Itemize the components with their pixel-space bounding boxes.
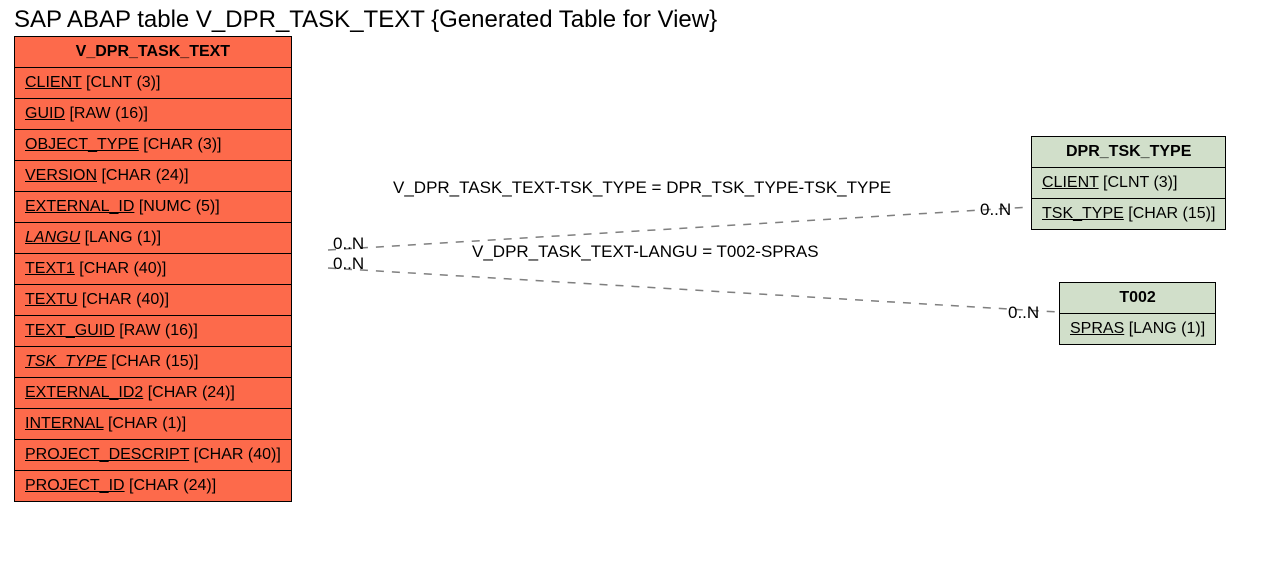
field-type: [RAW (16)]	[65, 105, 148, 122]
cardinality-right-2: 0..N	[1008, 303, 1039, 323]
field-name: LANGU	[25, 229, 80, 246]
entity-field-row: INTERNAL [CHAR (1)]	[15, 409, 291, 440]
field-type: [CHAR (1)]	[104, 415, 187, 432]
entity-field-row: GUID [RAW (16)]	[15, 99, 291, 130]
field-name: TEXT1	[25, 260, 75, 277]
entity-field-row: TSK_TYPE [CHAR (15)]	[15, 347, 291, 378]
field-name: PROJECT_ID	[25, 477, 125, 494]
entity-ref-2-header: T002	[1060, 283, 1215, 314]
entity-field-row: TSK_TYPE [CHAR (15)]	[1032, 199, 1225, 229]
entity-field-row: TEXT_GUID [RAW (16)]	[15, 316, 291, 347]
field-type: [LANG (1)]	[80, 229, 161, 246]
field-name: TEXTU	[25, 291, 77, 308]
field-type: [CHAR (40)]	[77, 291, 169, 308]
field-name: INTERNAL	[25, 415, 104, 432]
diagram-title: SAP ABAP table V_DPR_TASK_TEXT {Generate…	[14, 6, 717, 34]
field-type: [RAW (16)]	[115, 322, 198, 339]
entity-field-row: PROJECT_ID [CHAR (24)]	[15, 471, 291, 501]
entity-field-row: LANGU [LANG (1)]	[15, 223, 291, 254]
entity-ref-1-header: DPR_TSK_TYPE	[1032, 137, 1225, 168]
field-name: CLIENT	[1042, 174, 1099, 191]
entity-ref-1: DPR_TSK_TYPE CLIENT [CLNT (3)]TSK_TYPE […	[1031, 136, 1226, 230]
field-type: [CHAR (24)]	[97, 167, 189, 184]
entity-field-row: CLIENT [CLNT (3)]	[15, 68, 291, 99]
field-name: EXTERNAL_ID2	[25, 384, 143, 401]
field-name: TSK_TYPE	[25, 353, 107, 370]
field-type: [CLNT (3)]	[1099, 174, 1178, 191]
entity-field-row: PROJECT_DESCRIPT [CHAR (40)]	[15, 440, 291, 471]
field-name: CLIENT	[25, 74, 82, 91]
field-type: [CHAR (15)]	[1124, 205, 1216, 222]
field-type: [LANG (1)]	[1124, 320, 1205, 337]
cardinality-left-2: 0..N	[333, 254, 364, 274]
field-name: GUID	[25, 105, 65, 122]
entity-field-row: CLIENT [CLNT (3)]	[1032, 168, 1225, 199]
field-name: TSK_TYPE	[1042, 205, 1124, 222]
entity-field-row: SPRAS [LANG (1)]	[1060, 314, 1215, 344]
entity-field-row: EXTERNAL_ID [NUMC (5)]	[15, 192, 291, 223]
field-type: [CHAR (24)]	[143, 384, 235, 401]
entity-main-header: V_DPR_TASK_TEXT	[15, 37, 291, 68]
field-type: [NUMC (5)]	[134, 198, 219, 215]
field-name: PROJECT_DESCRIPT	[25, 446, 189, 463]
field-type: [CHAR (40)]	[189, 446, 281, 463]
entity-ref-2: T002 SPRAS [LANG (1)]	[1059, 282, 1216, 345]
field-name: SPRAS	[1070, 320, 1124, 337]
field-type: [CLNT (3)]	[82, 74, 161, 91]
relationship-label-2: V_DPR_TASK_TEXT-LANGU = T002-SPRAS	[472, 242, 819, 262]
cardinality-left-1: 0..N	[333, 234, 364, 254]
entity-field-row: OBJECT_TYPE [CHAR (3)]	[15, 130, 291, 161]
field-name: EXTERNAL_ID	[25, 198, 134, 215]
entity-main: V_DPR_TASK_TEXT CLIENT [CLNT (3)]GUID [R…	[14, 36, 292, 502]
field-type: [CHAR (3)]	[139, 136, 222, 153]
field-type: [CHAR (24)]	[125, 477, 217, 494]
relationship-label-1: V_DPR_TASK_TEXT-TSK_TYPE = DPR_TSK_TYPE-…	[393, 178, 891, 198]
er-diagram-canvas: SAP ABAP table V_DPR_TASK_TEXT {Generate…	[0, 0, 1268, 565]
entity-field-row: TEXT1 [CHAR (40)]	[15, 254, 291, 285]
cardinality-right-1: 0..N	[980, 200, 1011, 220]
entity-field-row: VERSION [CHAR (24)]	[15, 161, 291, 192]
field-type: [CHAR (15)]	[107, 353, 199, 370]
field-type: [CHAR (40)]	[75, 260, 167, 277]
field-name: VERSION	[25, 167, 97, 184]
field-name: OBJECT_TYPE	[25, 136, 139, 153]
entity-field-row: EXTERNAL_ID2 [CHAR (24)]	[15, 378, 291, 409]
entity-field-row: TEXTU [CHAR (40)]	[15, 285, 291, 316]
field-name: TEXT_GUID	[25, 322, 115, 339]
